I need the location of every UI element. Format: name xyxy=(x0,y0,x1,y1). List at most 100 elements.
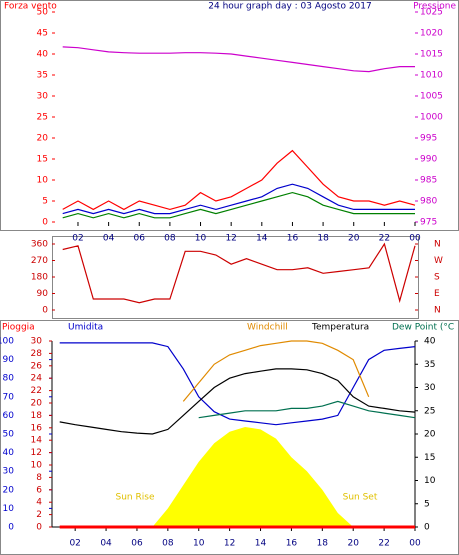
y3-tick-label: 4 xyxy=(36,498,42,508)
series-line xyxy=(62,46,415,73)
y-tick-label: 90 xyxy=(3,355,15,365)
series-line xyxy=(62,183,415,215)
y3-tick-label: 26 xyxy=(31,361,43,371)
y2-tick-label: 975 xyxy=(420,218,437,228)
annotation: Sun Rise xyxy=(116,493,155,503)
annotation: Sun Set xyxy=(343,493,378,503)
x-tick-label: 12 xyxy=(225,234,236,244)
y-tick-label: 100 xyxy=(0,337,14,347)
y2-tick-label: W xyxy=(434,256,443,266)
y3-tick-label: 30 xyxy=(31,337,43,347)
y-tick-label: 10 xyxy=(37,176,49,186)
x-tick-label: 16 xyxy=(286,539,298,549)
series-area xyxy=(59,427,415,527)
series-line xyxy=(62,191,415,219)
y-tick-label: 0 xyxy=(42,218,48,228)
y3-tick-label: 12 xyxy=(31,448,42,458)
y-tick-label: 70 xyxy=(3,392,15,402)
y-tick-label: 180 xyxy=(31,273,48,283)
y-tick-label: 90 xyxy=(37,289,49,299)
x-tick-label: 22 xyxy=(378,539,389,549)
y2-tick-label: 995 xyxy=(420,134,437,144)
x-tick-label: 12 xyxy=(224,539,235,549)
legend-humidity: Umidita xyxy=(68,323,103,333)
y-tick-label: 35 xyxy=(37,71,48,81)
y-tick-label: 20 xyxy=(37,134,49,144)
y2-tick-label: 0 xyxy=(424,523,430,533)
y-tick-label: 45 xyxy=(37,29,48,39)
x-tick-label: 08 xyxy=(164,234,176,244)
y-tick-label: 5 xyxy=(42,197,48,207)
x-tick-label: 02 xyxy=(72,234,83,244)
chart-title: 24 hour graph day : 03 Agosto 2017 xyxy=(208,2,371,12)
legend-dewpoint: Dew Point (°C xyxy=(392,323,454,333)
y3-tick-label: 10 xyxy=(31,461,43,471)
legend-rain: Pioggia xyxy=(2,323,35,333)
y2-tick-label: N xyxy=(434,240,441,250)
y-tick-label: 40 xyxy=(37,50,49,60)
y2-tick-label: 10 xyxy=(424,476,436,486)
y2-tick-label: S xyxy=(434,273,440,283)
legend-windchill: Windchill xyxy=(247,323,288,333)
y-tick-label: 0 xyxy=(8,523,14,533)
frame-direction xyxy=(52,236,419,319)
y-tick-label: 80 xyxy=(3,374,15,384)
y-tick-label: 360 xyxy=(31,240,48,250)
y-tick-label: 30 xyxy=(3,467,15,477)
y-tick-label: 10 xyxy=(3,504,15,514)
y2-tick-label: E xyxy=(434,289,440,299)
y3-tick-label: 6 xyxy=(36,485,42,495)
y3-tick-label: 14 xyxy=(31,436,43,446)
y3-tick-label: 24 xyxy=(31,374,43,384)
y2-tick-label: 1010 xyxy=(420,71,443,81)
y-tick-label: 15 xyxy=(37,155,48,165)
x-tick-label: 20 xyxy=(347,539,359,549)
legend-temperature: Temperatura xyxy=(311,323,369,333)
series-line xyxy=(62,149,416,211)
x-tick-label: 04 xyxy=(103,234,115,244)
series-line xyxy=(182,340,370,402)
x-tick-label: 22 xyxy=(379,234,390,244)
y-tick-label: 50 xyxy=(3,430,15,440)
x-tick-label: 20 xyxy=(348,234,360,244)
y2-tick-label: 1025 xyxy=(420,8,443,18)
x-tick-label: 10 xyxy=(195,234,207,244)
frame-top xyxy=(0,0,459,231)
y3-tick-label: 0 xyxy=(36,523,42,533)
y2-tick-label: 1020 xyxy=(420,29,443,39)
x-tick-label: 10 xyxy=(193,539,205,549)
y2-tick-label: 985 xyxy=(420,176,437,186)
y-tick-label: 270 xyxy=(31,256,48,266)
y2-tick-label: 30 xyxy=(424,383,436,393)
x-tick-label: 08 xyxy=(162,539,174,549)
y2-tick-label: 990 xyxy=(420,155,437,165)
y-tick-label: 50 xyxy=(37,8,49,18)
y2-tick-label: 5 xyxy=(424,499,430,509)
series-line xyxy=(59,368,416,435)
y3-tick-label: 28 xyxy=(31,349,43,359)
x-tick-label: 18 xyxy=(317,539,329,549)
series-line xyxy=(59,342,416,426)
series-line xyxy=(198,400,416,419)
y2-tick-label: 1005 xyxy=(420,92,443,102)
y2-tick-label: 15 xyxy=(424,453,435,463)
y2-tick-label: 20 xyxy=(424,430,436,440)
y2-tick-label: 35 xyxy=(424,360,435,370)
y3-tick-label: 2 xyxy=(36,510,42,520)
x-tick-label: 00 xyxy=(409,234,421,244)
x-tick-label: 02 xyxy=(69,539,80,549)
y2-tick-label: 1015 xyxy=(420,50,443,60)
y2-tick-label: 980 xyxy=(420,197,437,207)
y2-tick-label: N xyxy=(434,306,441,316)
y2-tick-label: 40 xyxy=(424,337,436,347)
x-tick-label: 06 xyxy=(131,539,143,549)
y-tick-label: 40 xyxy=(3,448,15,458)
x-tick-label: 00 xyxy=(409,539,421,549)
x-tick-label: 14 xyxy=(255,539,267,549)
y-tick-label: 60 xyxy=(3,411,15,421)
y-tick-label: 25 xyxy=(37,113,48,123)
y3-tick-label: 16 xyxy=(31,423,43,433)
series-line xyxy=(62,242,416,304)
x-tick-label: 14 xyxy=(256,234,268,244)
